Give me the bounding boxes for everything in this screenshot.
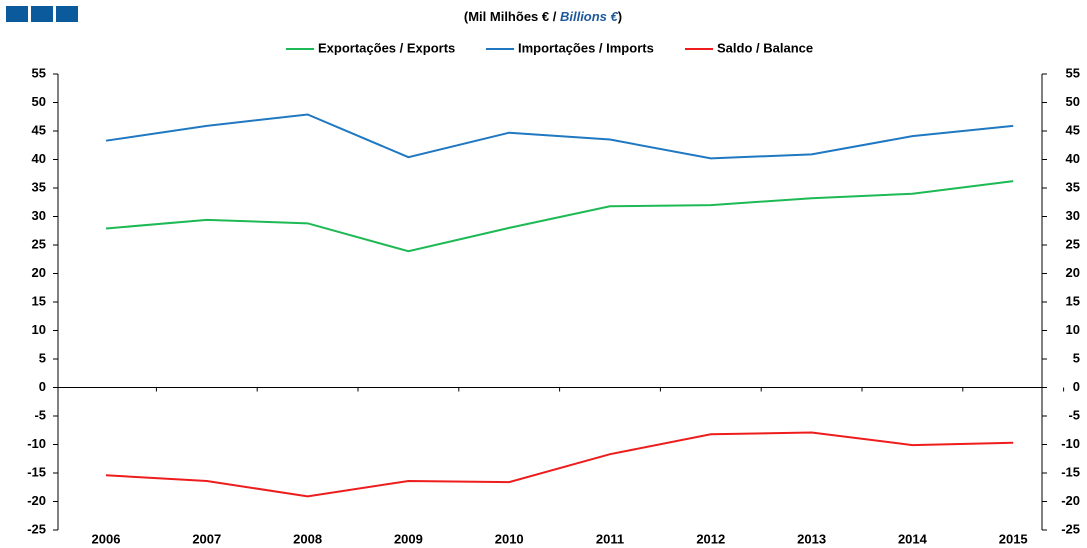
x-tick-label: 2013 <box>797 531 826 546</box>
legend-label: Exportações / Exports <box>318 40 455 55</box>
y-tick-label: 15 <box>32 293 46 308</box>
x-tick-label: 2015 <box>999 531 1028 546</box>
x-tick-label: 2008 <box>293 531 322 546</box>
x-tick-label: 2006 <box>92 531 121 546</box>
y-tick-label: 45 <box>32 122 46 137</box>
x-tick-label: 2014 <box>898 531 928 546</box>
x-tick-label: 2012 <box>696 531 725 546</box>
y2-tick-label: -10 <box>1061 436 1080 451</box>
x-tick-label: 2009 <box>394 531 423 546</box>
y2-tick-label: -15 <box>1061 464 1080 479</box>
y-tick-label: -20 <box>27 493 46 508</box>
logo-block <box>6 6 28 22</box>
y2-tick-label: -25 <box>1061 521 1080 536</box>
y-tick-label: -5 <box>34 407 46 422</box>
logo-block <box>56 6 78 22</box>
title-part: Billions € <box>560 9 619 24</box>
logo-block <box>31 6 53 22</box>
y-tick-label: -25 <box>27 521 46 536</box>
y-tick-label: 10 <box>32 322 46 337</box>
y2-tick-label: 0 <box>1073 379 1080 394</box>
x-tick-label: 2011 <box>596 531 624 546</box>
series-line <box>105 180 1014 253</box>
y-tick-label: 20 <box>32 265 46 280</box>
y2-tick-label: 40 <box>1066 151 1080 166</box>
y2-tick-label: 25 <box>1066 236 1080 251</box>
y2-tick-label: 5 <box>1073 350 1080 365</box>
y-tick-label: 50 <box>32 94 46 109</box>
y-tick-label: -15 <box>27 464 46 479</box>
y2-tick-label: 35 <box>1066 179 1080 194</box>
y2-tick-label: 50 <box>1066 94 1080 109</box>
series-line <box>105 431 1014 498</box>
y2-tick-label: 20 <box>1066 265 1080 280</box>
y2-tick-label: 30 <box>1066 208 1080 223</box>
y2-tick-label: -20 <box>1061 493 1080 508</box>
y-tick-label: 5 <box>39 350 46 365</box>
y-tick-label: 35 <box>32 179 46 194</box>
y-tick-label: 30 <box>32 208 46 223</box>
title-part: ) <box>618 9 622 24</box>
y-tick-label: 25 <box>32 236 46 251</box>
x-tick-label: 2010 <box>495 531 524 546</box>
y2-tick-label: 10 <box>1066 322 1080 337</box>
y-tick-label: 40 <box>32 151 46 166</box>
y2-tick-label: 55 <box>1066 65 1080 80</box>
title-part: (Mil Milhões € / <box>464 9 560 24</box>
y2-tick-label: 45 <box>1066 122 1080 137</box>
y2-tick-label: 15 <box>1066 293 1080 308</box>
legend-label: Saldo / Balance <box>717 40 813 55</box>
series-line <box>105 113 1014 160</box>
y-tick-label: -10 <box>27 436 46 451</box>
y-tick-label: 0 <box>39 379 46 394</box>
chart-title: (Mil Milhões € / Billions €) <box>464 9 622 24</box>
x-tick-label: 2007 <box>192 531 221 546</box>
y2-tick-label: -5 <box>1068 407 1080 422</box>
y-tick-label: 55 <box>32 65 46 80</box>
legend-label: Importações / Imports <box>518 40 654 55</box>
